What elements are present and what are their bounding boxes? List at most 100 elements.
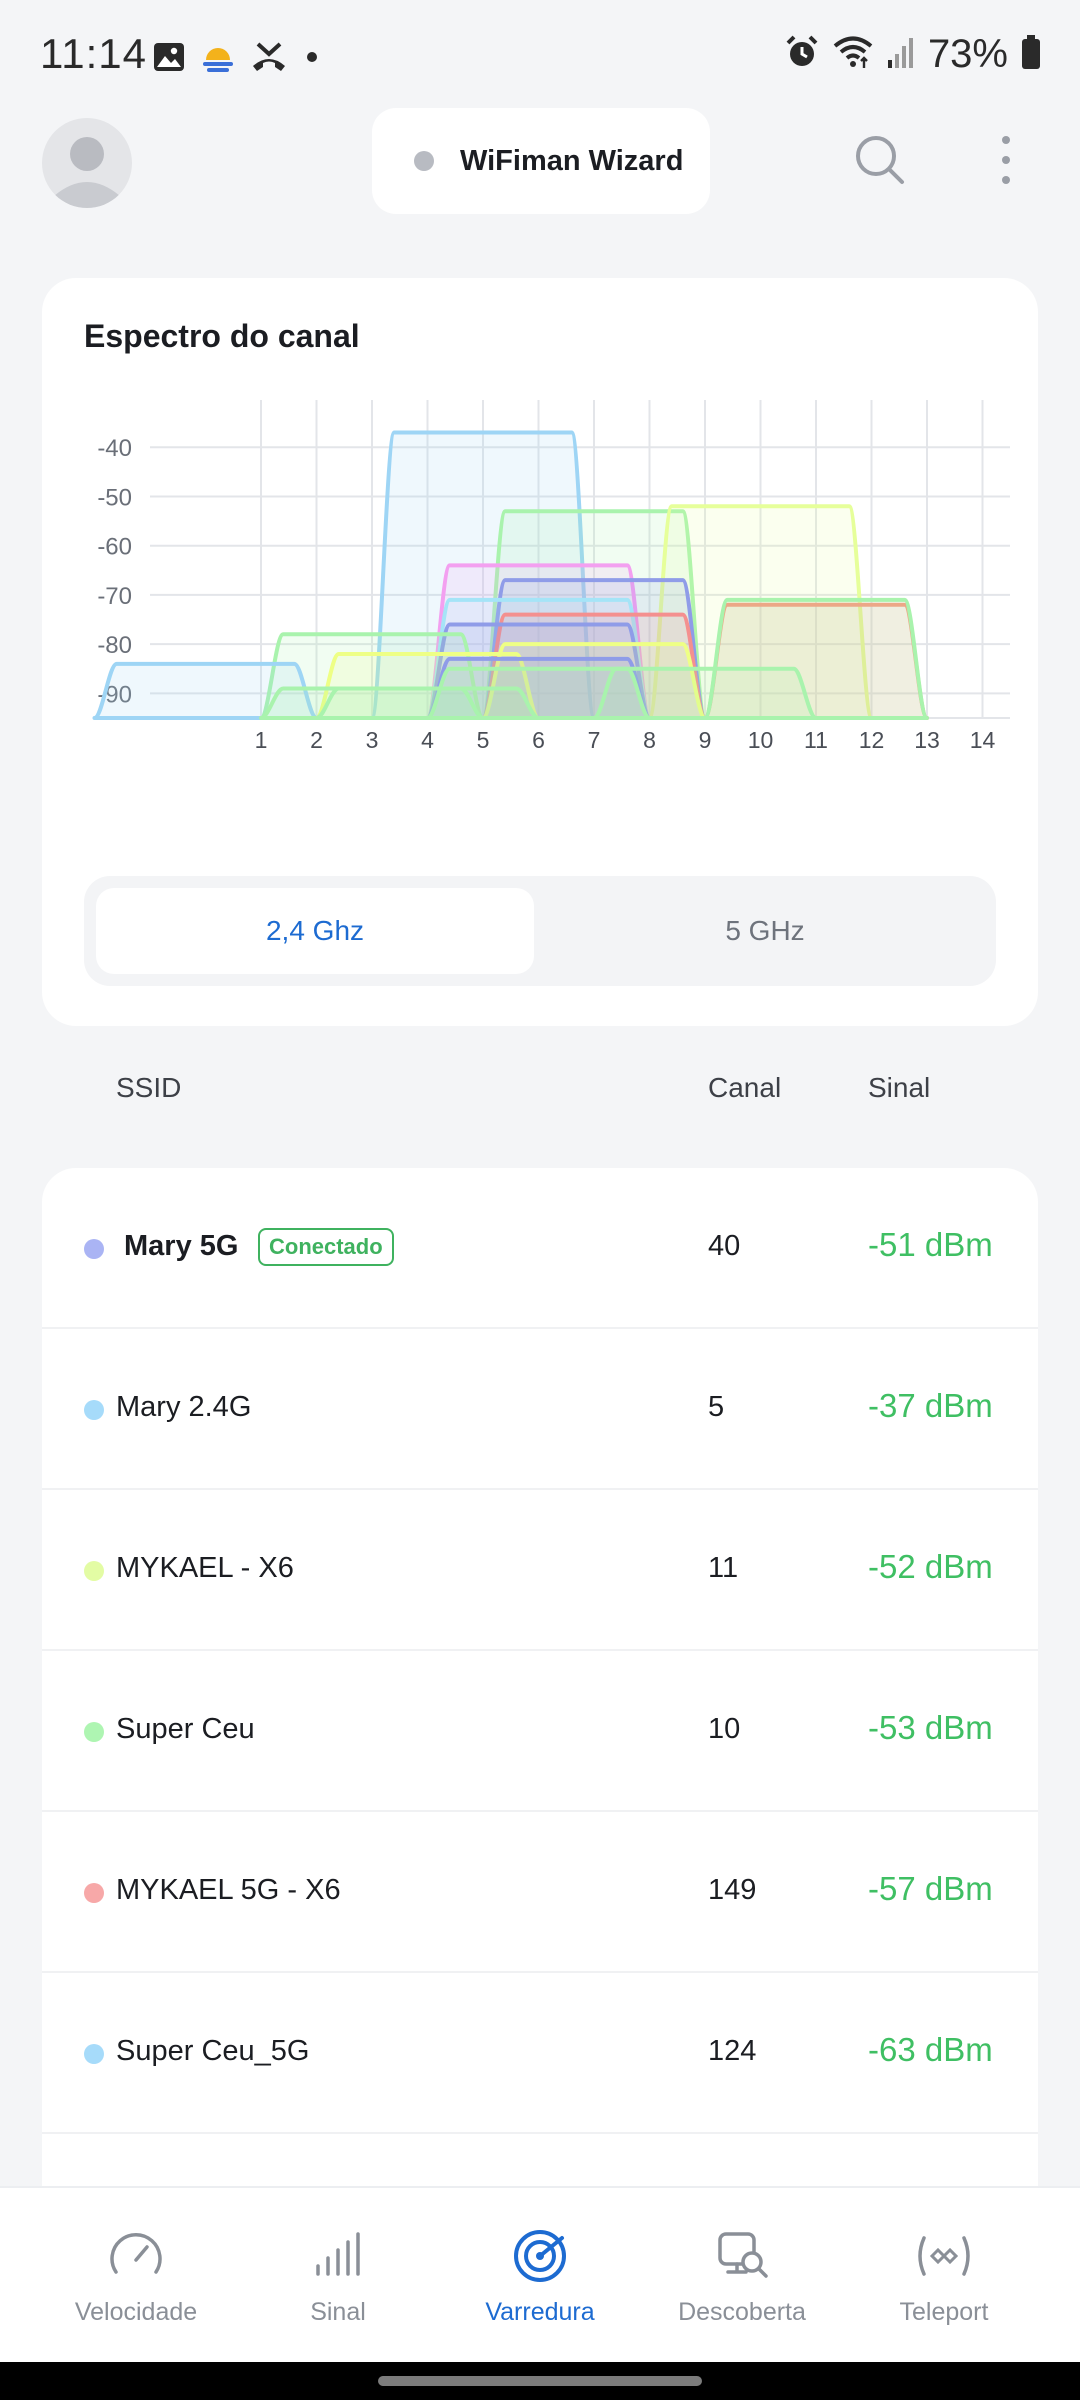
wifi-icon [832, 34, 874, 75]
x-tick-label: 6 [532, 727, 545, 753]
status-bar: 11:14 73% [0, 0, 1080, 112]
nav-label: Varredura [485, 2298, 595, 2326]
status-dot [414, 151, 434, 171]
network-signal: -53 dBm [868, 1709, 993, 1746]
nav-teleport[interactable]: Teleport [844, 2188, 1044, 2364]
network-color-dot [84, 1239, 104, 1259]
network-color-dot [84, 1400, 104, 1420]
x-tick-label: 8 [643, 727, 656, 753]
network-signal: -52 dBm [868, 1548, 993, 1585]
radar-icon [514, 2230, 566, 2282]
network-row[interactable]: Mary 2.4G 5 -37 dBm [42, 1329, 1038, 1490]
network-spectrum-band [481, 642, 707, 720]
call-missed-icon [250, 40, 288, 79]
signal-column-header[interactable]: Sinal [868, 1072, 931, 1103]
network-spectrum-band [425, 666, 652, 720]
network-color-dot [84, 1883, 104, 1903]
network-spectrum-band [92, 661, 319, 720]
network-ssid: MYKAEL - X6 [116, 1552, 294, 1584]
network-ssid: Super Ceu [116, 1713, 255, 1745]
signal-bars-icon [316, 2232, 360, 2276]
network-row[interactable]: Mary 5G Conectado 40 -51 dBm [42, 1168, 1038, 1329]
x-tick-label: 3 [366, 727, 379, 753]
more-vertical-icon[interactable] [996, 132, 1016, 193]
y-tick-label: -60 [97, 534, 132, 561]
nav-descoberta[interactable]: Descoberta [642, 2188, 842, 2364]
network-signal: -51 dBm [868, 1226, 993, 1263]
nav-label: Descoberta [678, 2298, 806, 2326]
nav-label: Sinal [310, 2298, 366, 2326]
network-channel: 149 [708, 1874, 757, 1906]
dot-icon [302, 40, 322, 79]
network-spectrum-band [703, 597, 929, 720]
network-color-dot [84, 1561, 104, 1581]
y-tick-label: -40 [97, 435, 132, 462]
system-icons: 73% [784, 32, 1042, 77]
home-indicator[interactable] [378, 2376, 702, 2386]
battery-percent: 73% [927, 32, 1008, 76]
speedometer-icon [110, 2232, 162, 2274]
notification-icons [152, 40, 322, 79]
network-ssid: Super Ceu_5G [116, 2035, 310, 2067]
x-tick-label: 9 [699, 727, 712, 753]
cell-signal-icon [886, 34, 916, 75]
network-ssid: Mary 5G [124, 1230, 239, 1262]
nav-label: Velocidade [74, 2298, 198, 2326]
network-channel: 10 [708, 1713, 741, 1745]
network-channel: 40 [708, 1230, 741, 1262]
network-color-dot [84, 2044, 104, 2064]
network-color-dot [84, 1722, 104, 1742]
x-tick-label: 10 [748, 727, 774, 753]
nav-velocidade[interactable]: Velocidade [36, 2188, 236, 2364]
image-icon [152, 40, 186, 79]
y-tick-label: -70 [97, 583, 132, 610]
teleport-icon [918, 2236, 970, 2276]
channel-spectrum-chart: -40-50-60-70-80-901 2 3 4 5 6 7 8 9 10 11 12 13 14 [92, 400, 1010, 753]
network-ssid: Mary 2.4G [116, 1391, 252, 1423]
band-24ghz-button[interactable]: 2,4 Ghz [96, 888, 534, 974]
system-navigation-bar [0, 2362, 1080, 2400]
x-tick-label: 14 [970, 727, 996, 753]
connected-badge: Conectado [258, 1228, 394, 1266]
network-table-header: SSID Canal Sinal [0, 1066, 1080, 1112]
nav-varredura[interactable]: Varredura [440, 2188, 640, 2364]
network-spectrum-band [314, 686, 541, 720]
band-5ghz-button[interactable]: 5 GHz [725, 915, 805, 946]
app-selector-label: WiFiman Wizard [460, 144, 684, 177]
network-signal: -57 dBm [868, 1870, 993, 1907]
spectrum-title: Espectro do canal [84, 318, 360, 354]
x-tick-label: 12 [859, 727, 885, 753]
network-channel: 11 [708, 1552, 739, 1584]
x-tick-label: 1 [255, 727, 268, 753]
nav-sinal[interactable]: Sinal [238, 2188, 438, 2364]
network-row[interactable]: Super Ceu_5G 124 -63 dBm [42, 1973, 1038, 2134]
x-tick-label: 4 [421, 727, 434, 753]
network-signal: -37 dBm [868, 1387, 993, 1424]
network-row[interactable]: Super Ceu 10 -53 dBm [42, 1651, 1038, 1812]
ssid-column-header[interactable]: SSID [116, 1072, 182, 1103]
network-spectrum-band [592, 666, 818, 720]
network-ssid: MYKAEL 5G - X6 [116, 1874, 341, 1906]
bottom-navigation: Velocidade Sinal Varredura Descoberta Te… [0, 2186, 1080, 2362]
x-tick-label: 7 [588, 727, 601, 753]
search-icon[interactable] [852, 132, 908, 193]
network-row[interactable]: MYKAEL 5G - X6 149 -57 dBm [42, 1812, 1038, 1973]
band-selector: 2,4 Ghz 5 GHz [84, 876, 996, 986]
network-signal: -63 dBm [868, 2031, 993, 2068]
x-tick-label: 13 [914, 727, 940, 753]
discovery-icon [718, 2232, 768, 2278]
network-channel: 5 [708, 1391, 725, 1423]
status-time: 11:14 [40, 30, 147, 77]
channel-column-header[interactable]: Canal [708, 1072, 782, 1103]
y-tick-label: -80 [97, 632, 132, 659]
app-selector[interactable]: WiFiman Wizard [372, 108, 710, 214]
weather-icon [200, 40, 236, 79]
battery-icon [1020, 34, 1042, 75]
x-tick-label: 5 [477, 727, 490, 753]
spectrum-card: Espectro do canal -40 -50 -60 -70 -80 -90 1 2 3 4… [42, 278, 1038, 1026]
network-spectrum-band [370, 430, 596, 720]
network-row[interactable]: MYKAEL - X6 11 -52 dBm [42, 1490, 1038, 1651]
avatar[interactable] [42, 118, 132, 208]
network-channel: 124 [708, 2035, 757, 2067]
y-tick-label: -50 [97, 484, 132, 511]
